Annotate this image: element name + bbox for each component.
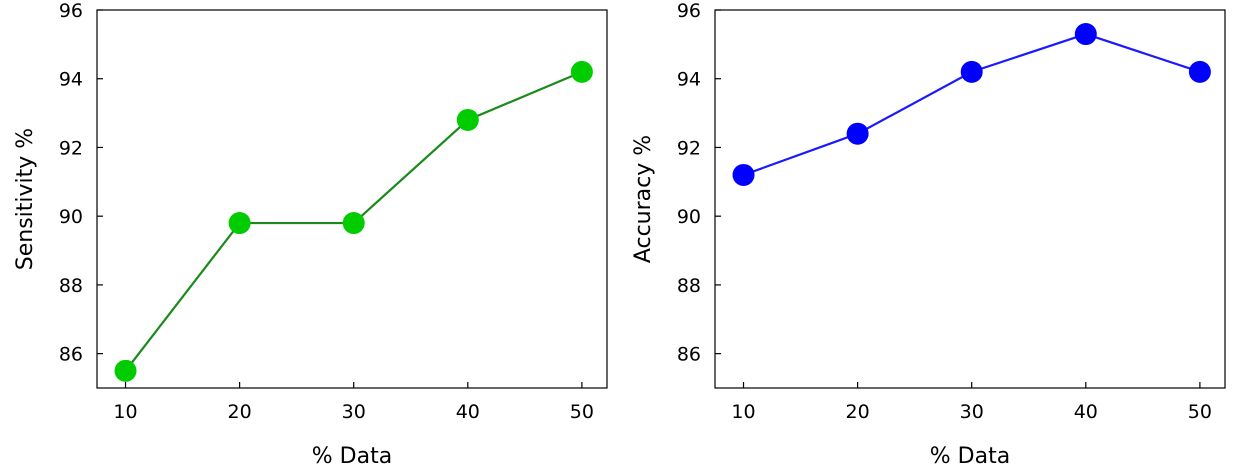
plot-frame bbox=[714, 9, 1226, 389]
x-tick-label: 10 bbox=[731, 401, 755, 423]
series-line bbox=[743, 32, 1201, 176]
data-point bbox=[114, 359, 137, 382]
x-tick-label: 20 bbox=[846, 401, 870, 423]
y-tick-label: 94 bbox=[677, 69, 701, 91]
data-point bbox=[228, 212, 251, 235]
x-tick-label: 50 bbox=[1188, 401, 1212, 423]
y-axis-label: Sensitivity % bbox=[13, 128, 38, 270]
plot-frame bbox=[96, 9, 608, 389]
data-point bbox=[1188, 60, 1211, 83]
data-point bbox=[1074, 23, 1097, 46]
data-point bbox=[456, 108, 479, 131]
y-tick-label: 88 bbox=[677, 275, 701, 297]
data-point bbox=[570, 60, 593, 83]
chart-sensitivity: 86 88 90 92 94 96 10 20 30 40 50 % Data Sensitivity … bbox=[13, 0, 608, 469]
y-tick-label: 92 bbox=[677, 137, 701, 159]
data-point bbox=[846, 122, 869, 145]
data-point bbox=[960, 60, 983, 83]
y-tick-label: 96 bbox=[677, 0, 701, 22]
y-tick-label: 90 bbox=[677, 206, 701, 228]
x-tick-label: 30 bbox=[960, 401, 984, 423]
y-tick-label: 86 bbox=[59, 344, 83, 366]
y-tick-label: 86 bbox=[677, 344, 701, 366]
chart-accuracy: 86 88 90 92 94 96 10 20 30 40 50 % Data Accuracy % bbox=[631, 0, 1226, 469]
x-tick-label: 50 bbox=[570, 401, 594, 423]
y-tick-label: 94 bbox=[59, 69, 83, 91]
x-axis-label: % Data bbox=[930, 444, 1010, 469]
x-tick-label: 40 bbox=[1074, 401, 1098, 423]
y-axis-label: Accuracy % bbox=[631, 135, 656, 263]
x-tick-label: 20 bbox=[228, 401, 252, 423]
y-tick-label: 92 bbox=[59, 137, 83, 159]
data-point bbox=[342, 212, 365, 235]
x-tick-label: 10 bbox=[113, 401, 137, 423]
y-tick-label: 96 bbox=[59, 0, 83, 22]
y-tick-label: 90 bbox=[59, 206, 83, 228]
data-point bbox=[732, 163, 755, 186]
y-tick-label: 88 bbox=[59, 275, 83, 297]
x-axis-label: % Data bbox=[312, 444, 392, 469]
x-tick-label: 30 bbox=[342, 401, 366, 423]
x-tick-label: 40 bbox=[456, 401, 480, 423]
